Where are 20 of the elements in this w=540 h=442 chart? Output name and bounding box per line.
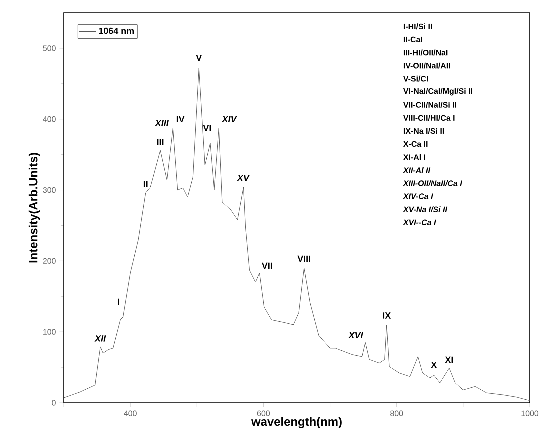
line-series [64,68,530,402]
annotation: XV [237,175,250,182]
annotation: XI [445,356,454,364]
annotation: I [118,298,120,306]
annotation: IX [383,312,392,319]
annotation: X [431,362,438,368]
annotation: VII [262,262,272,270]
annotation: II [144,181,148,188]
annotation: XVI [348,332,364,339]
annotation: V [196,54,202,62]
annotation: XIII [154,120,169,126]
y-axis-title: Intensity(Arb.Units) [28,153,40,263]
annotation: IV [176,116,185,122]
annotation: XIV [222,116,238,122]
annotation: XII [94,336,106,342]
annotation: VI [203,125,212,132]
annotation: VIII [298,256,310,262]
annotation: III [157,139,164,146]
legend-label: 1064 nm [99,28,134,34]
x-axis-title: wavelength(nm) [251,417,342,428]
